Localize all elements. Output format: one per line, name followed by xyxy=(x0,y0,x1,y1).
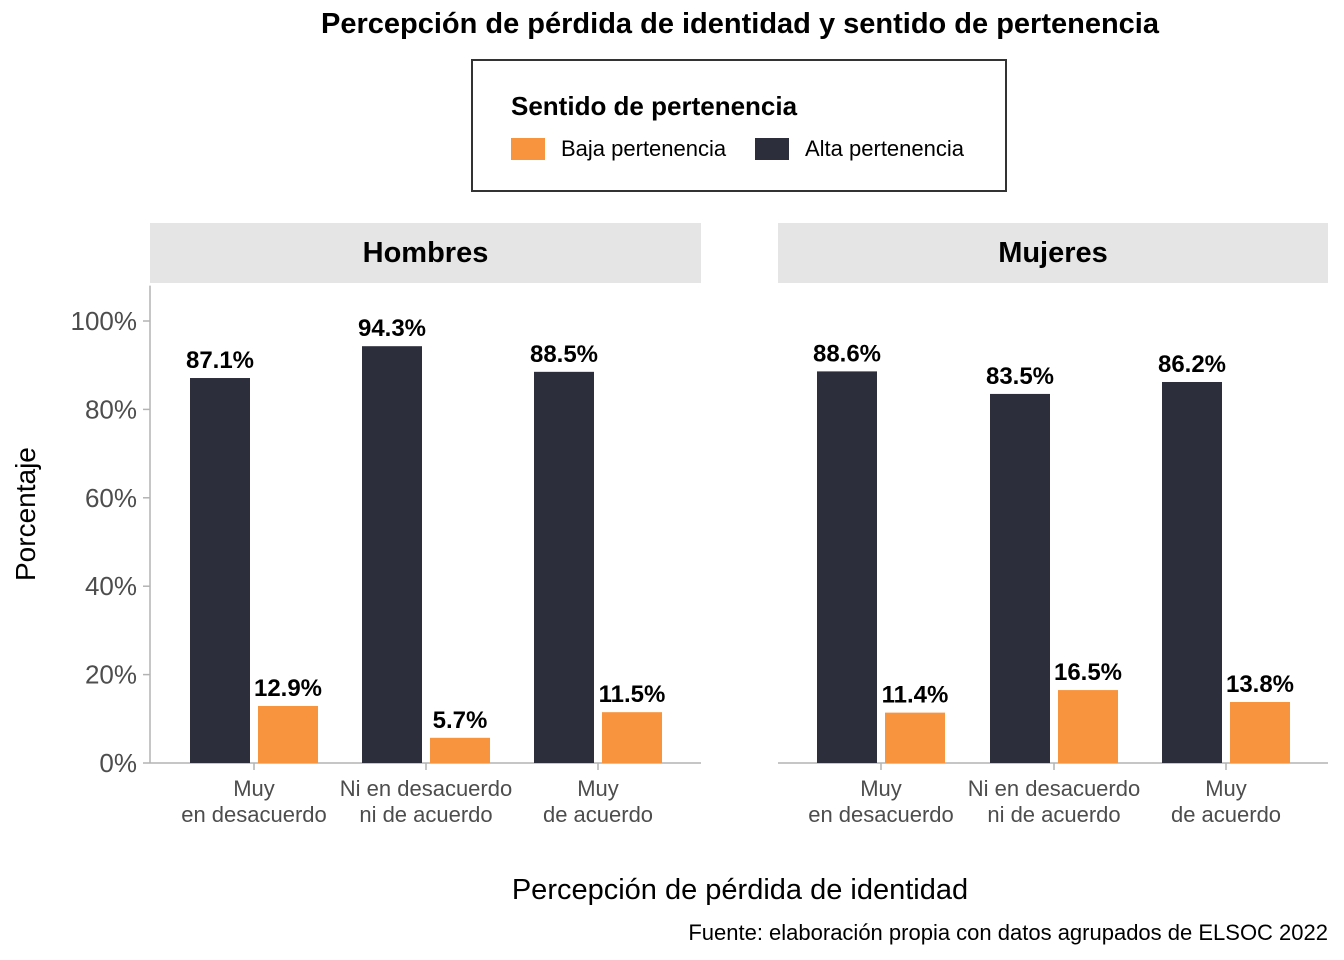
x-tick-label: de acuerdo xyxy=(543,802,653,827)
x-tick-label: Muy xyxy=(233,776,275,801)
x-tick-label: Muy xyxy=(860,776,902,801)
legend-swatch-alta xyxy=(755,138,789,160)
x-axis-label: Percepción de pérdida de identidad xyxy=(511,874,969,906)
data-label: 16.5% xyxy=(1054,659,1122,686)
x-tick-label: ni de acuerdo xyxy=(359,802,492,827)
data-label: 88.6% xyxy=(813,340,881,367)
bar-mujeres-baja xyxy=(1230,702,1290,763)
y-tick-label: 20% xyxy=(85,660,137,690)
y-tick-label: 80% xyxy=(85,394,137,424)
bar-hombres-baja xyxy=(430,737,490,763)
legend-swatch-baja xyxy=(511,138,545,160)
bar-mujeres-alta xyxy=(817,371,877,763)
data-label: 87.1% xyxy=(186,347,254,374)
y-tick-label: 100% xyxy=(71,306,138,336)
legend: Sentido de pertenencia Baja pertenencia … xyxy=(471,59,1007,192)
x-tick-label: Ni en desacuerdo xyxy=(968,776,1140,801)
bar-hombres-baja xyxy=(602,712,662,763)
data-label: 12.9% xyxy=(254,675,322,702)
chart-title: Percepción de pérdida de identidad y sen… xyxy=(321,8,1159,40)
data-label: 94.3% xyxy=(358,315,426,342)
x-tick-label: Muy xyxy=(577,776,619,801)
legend-item-baja: Baja pertenencia xyxy=(511,136,727,161)
legend-item-alta: Alta pertenencia xyxy=(755,136,964,161)
bar-hombres-alta xyxy=(534,371,594,763)
data-label: 5.7% xyxy=(433,707,488,734)
caption: Fuente: elaboración propia con datos agr… xyxy=(688,920,1328,945)
bar-hombres-alta xyxy=(362,346,422,763)
y-tick-label: 40% xyxy=(85,571,137,601)
data-label: 11.4% xyxy=(882,682,949,709)
bar-mujeres-alta xyxy=(1162,381,1222,763)
data-label: 88.5% xyxy=(530,341,598,368)
legend-label-alta: Alta pertenencia xyxy=(805,136,964,161)
data-label: 83.5% xyxy=(986,363,1054,390)
y-tick-label: 0% xyxy=(99,748,137,778)
legend-title: Sentido de pertenencia xyxy=(511,91,798,121)
x-tick-label: Ni en desacuerdo xyxy=(340,776,512,801)
x-tick-label: Muy xyxy=(1205,776,1247,801)
panel-strip-mujeres: Mujeres xyxy=(778,223,1328,283)
bar-hombres-alta xyxy=(190,378,250,763)
x-tick-label: en desacuerdo xyxy=(808,802,954,827)
bar-mujeres-baja xyxy=(885,712,945,763)
bar-mujeres-baja xyxy=(1058,690,1118,763)
data-label: 11.5% xyxy=(599,681,666,708)
bar-hombres-baja xyxy=(258,705,318,763)
x-tick-label: ni de acuerdo xyxy=(987,802,1120,827)
data-label: 86.2% xyxy=(1158,351,1226,378)
data-label: 13.8% xyxy=(1226,671,1294,698)
legend-label-baja: Baja pertenencia xyxy=(561,136,727,161)
x-tick-label: de acuerdo xyxy=(1171,802,1281,827)
y-tick-label: 60% xyxy=(85,483,137,513)
panel-strip-hombres: Hombres xyxy=(150,223,701,283)
x-tick-label: en desacuerdo xyxy=(181,802,327,827)
bar-mujeres-alta xyxy=(990,393,1050,763)
